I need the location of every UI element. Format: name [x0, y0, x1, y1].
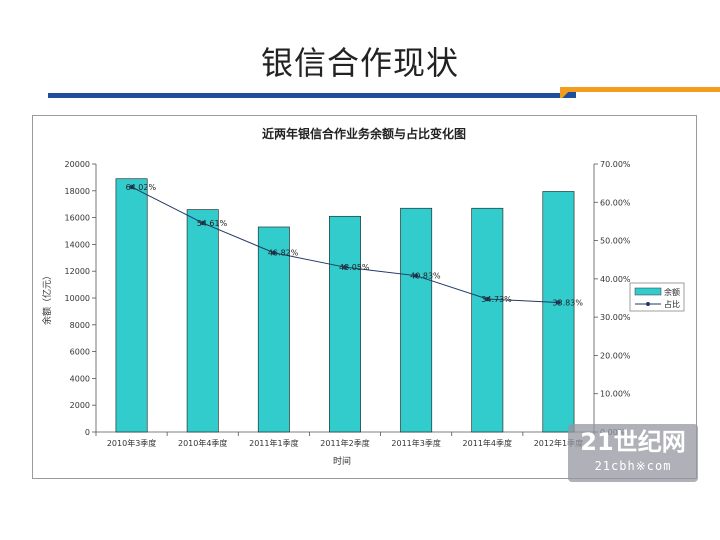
- x-axis-label: 时间: [333, 455, 351, 467]
- bar: [186, 209, 219, 433]
- chart-title: 近两年银信合作业务余额与占比变化图: [262, 126, 466, 141]
- ratio-data-label: 64.02%: [126, 183, 157, 192]
- ratio-data-label: 40.83%: [410, 272, 441, 281]
- y2-tick-label: 30.00%: [600, 313, 631, 322]
- y2-tick-label: 20.00%: [600, 351, 631, 360]
- watermark-main: 21世纪网: [580, 428, 686, 456]
- x-tick-label: 2011年4季度: [463, 438, 512, 448]
- ratio-point: [413, 273, 419, 278]
- bar: [542, 191, 575, 433]
- y-tick-label: 16000: [65, 214, 90, 223]
- x-tick-label: 2010年4季度: [178, 438, 227, 448]
- watermark-sub: 21cbh※com: [594, 459, 672, 473]
- y-tick-label: 8000: [70, 321, 90, 330]
- y2-tick-label: 60.00%: [600, 198, 631, 207]
- ratio-point: [342, 264, 348, 270]
- y-tick-label: 12000: [65, 267, 90, 276]
- title-rule-blue: [48, 93, 568, 98]
- slide-title: 银信合作现状: [260, 44, 459, 82]
- bar: [329, 215, 361, 433]
- ratio-point: [485, 296, 490, 302]
- y-axis-label: 余额（亿元）: [41, 271, 53, 325]
- y-tick-label: 6000: [70, 348, 90, 357]
- y-tick-label: 18000: [65, 187, 90, 196]
- legend: 余额 占比: [629, 282, 685, 312]
- ratio-data-label: 33.83%: [552, 298, 583, 307]
- x-tick-label: 2012年1季度: [534, 438, 583, 448]
- ratio-data-label: 43.05%: [339, 263, 370, 272]
- y-tick-label: 4000: [70, 374, 90, 383]
- y-tick-label: 20000: [65, 160, 90, 169]
- legend-line-marker: [646, 302, 650, 306]
- ratio-point: [200, 220, 205, 226]
- legend-bar-swatch: [634, 287, 662, 296]
- y2-tick-label: 70.00%: [600, 160, 631, 169]
- x-tick-label: 2010年3季度: [107, 438, 156, 448]
- bar: [400, 207, 433, 433]
- y2-tick-label: 50.00%: [600, 237, 631, 246]
- title-rule-joint: [560, 87, 576, 98]
- bar: [115, 178, 148, 433]
- y-tick-label: 0: [85, 428, 90, 437]
- legend-bar-label: 余额: [664, 287, 680, 297]
- watermark-logo: 21世纪网 21cbh※com: [568, 424, 698, 482]
- ratio-point: [129, 184, 134, 190]
- legend-line-label: 占比: [664, 299, 680, 309]
- x-tick-label: 2011年3季度: [391, 438, 440, 448]
- x-tick-label: 2011年1季度: [249, 438, 298, 448]
- y2-tick-label: 40.00%: [600, 275, 631, 284]
- title-rule-orange: [568, 87, 720, 92]
- y-tick-label: 10000: [65, 294, 90, 303]
- bar: [257, 226, 290, 433]
- y2-tick-label: 10.00%: [600, 390, 631, 399]
- ratio-data-label: 34.73%: [481, 295, 512, 304]
- y-tick-label: 14000: [65, 240, 90, 249]
- ratio-point: [556, 300, 561, 305]
- y-tick-label: 2000: [70, 401, 90, 410]
- ratio-point: [271, 250, 277, 255]
- ratio-data-label: 46.82%: [268, 249, 299, 258]
- x-tick-label: 2011年2季度: [320, 438, 369, 448]
- ratio-data-label: 54.61%: [197, 219, 228, 228]
- bar: [471, 207, 504, 433]
